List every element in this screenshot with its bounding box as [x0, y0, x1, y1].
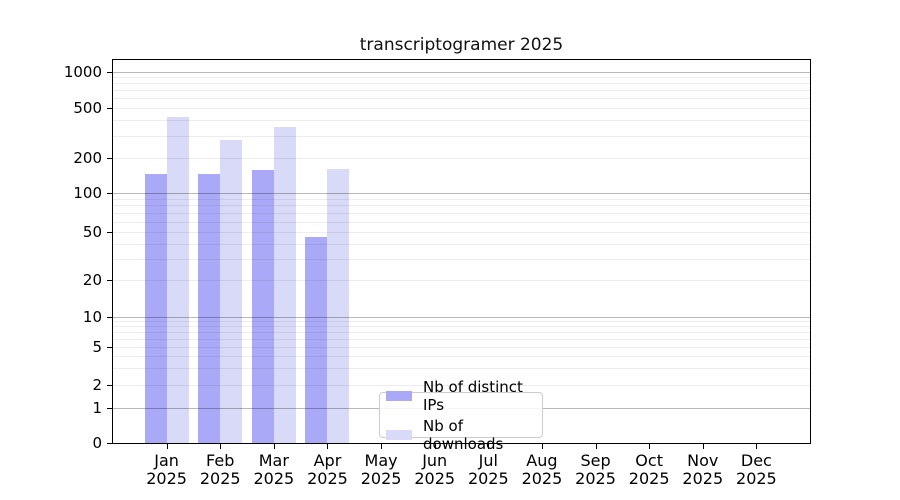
x-tick-month: May [364, 451, 398, 470]
x-axis-tick [702, 444, 704, 449]
legend-item-downloads: Nb of downloads [386, 417, 536, 453]
y-axis-tick [107, 346, 113, 348]
bars-layer [113, 60, 810, 443]
x-axis-tick [273, 444, 275, 449]
y-axis-tick-label: 50 [82, 222, 102, 241]
x-axis-tick-label: Aug 2025 [509, 452, 575, 488]
x-tick-month: Sep [580, 451, 611, 470]
y-axis-tick-label: 1000 [63, 62, 102, 81]
y-axis-tick [107, 71, 113, 73]
x-tick-year: 2025 [467, 469, 509, 488]
x-axis-tick-label: Mar 2025 [241, 452, 307, 488]
x-axis-tick-label: Apr 2025 [294, 452, 360, 488]
x-tick-year: 2025 [521, 469, 563, 488]
x-tick-month: Aug [526, 451, 558, 470]
y-axis-tick-label: 10 [82, 307, 102, 326]
x-axis-tick [220, 444, 222, 449]
x-tick-month: Mar [258, 451, 289, 470]
y-axis-tick [107, 279, 113, 281]
x-axis-tick [488, 444, 490, 449]
x-axis-tick-label: Feb 2025 [187, 452, 253, 488]
x-axis-tick-label: Dec 2025 [723, 452, 789, 488]
legend-item-distinct-ips: Nb of distinct IPs [386, 378, 536, 414]
x-tick-month: Jul [478, 451, 498, 470]
y-axis-tick [107, 107, 113, 109]
bar-nb-of-distinct-ips-jan [144, 174, 167, 443]
y-axis-tick [107, 231, 113, 233]
x-tick-month: Feb [206, 451, 235, 470]
y-axis-tick-label: 1 [92, 399, 102, 418]
y-axis-tick-label: 0 [92, 434, 102, 452]
x-axis-tick [327, 444, 329, 449]
bar-nb-of-downloads-mar [273, 127, 296, 443]
y-axis-tick-label: 20 [82, 270, 102, 289]
x-axis-tick-label: Jan 2025 [134, 452, 200, 488]
y-axis-tick [107, 192, 113, 194]
legend-label-distinct-ips: Nb of distinct IPs [423, 377, 523, 414]
x-axis-tick-label: May 2025 [348, 452, 414, 488]
x-axis-tick-label: Jun 2025 [402, 452, 468, 488]
x-axis-tick [434, 444, 436, 449]
x-axis-tick [541, 444, 543, 449]
x-tick-month: Jun [422, 451, 448, 470]
x-axis-tick [595, 444, 597, 449]
bar-nb-of-downloads-feb [220, 139, 243, 443]
x-axis-tick-label: Jul 2025 [455, 452, 521, 488]
bar-nb-of-downloads-jan [166, 117, 189, 443]
x-tick-month: Oct [635, 451, 663, 470]
y-axis-tick [107, 385, 113, 387]
x-tick-year: 2025 [628, 469, 670, 488]
y-axis-tick [107, 408, 113, 410]
x-tick-year: 2025 [199, 469, 241, 488]
chart-title: transcriptogramer 2025 [359, 35, 564, 55]
x-axis-tick [166, 444, 168, 449]
y-axis-tick [107, 158, 113, 160]
plot-area-border [112, 59, 811, 444]
legend-swatch-distinct-ips-icon [386, 390, 412, 401]
x-tick-year: 2025 [307, 469, 348, 488]
y-axis-tick [107, 443, 113, 444]
x-tick-month: Dec [740, 451, 772, 470]
x-axis-tick [649, 444, 651, 449]
x-tick-month: Apr [313, 451, 342, 470]
y-axis-tick-label: 100 [73, 183, 102, 202]
legend-swatch-downloads-icon [386, 429, 412, 440]
y-axis-tick-label: 2 [92, 376, 102, 395]
x-tick-year: 2025 [682, 469, 724, 488]
x-tick-year: 2025 [253, 469, 295, 488]
x-tick-year: 2025 [360, 469, 402, 488]
x-axis-tick-label: Oct 2025 [616, 452, 682, 488]
x-tick-month: Jan [154, 451, 179, 470]
x-axis-tick [381, 444, 383, 449]
x-axis-tick [756, 444, 758, 449]
y-axis-tick-label: 200 [73, 149, 102, 168]
bar-nb-of-distinct-ips-feb [198, 173, 221, 443]
x-tick-month: Nov [687, 451, 719, 470]
x-tick-year: 2025 [146, 469, 187, 488]
bar-nb-of-downloads-apr [327, 168, 350, 443]
bar-nb-of-distinct-ips-apr [305, 237, 328, 443]
y-axis-tick-label: 5 [92, 337, 102, 356]
x-tick-year: 2025 [575, 469, 616, 488]
x-axis-tick-label: Nov 2025 [670, 452, 736, 488]
bar-nb-of-distinct-ips-mar [251, 169, 274, 443]
y-axis-tick-label: 500 [73, 98, 102, 117]
x-axis-tick-label: Sep 2025 [563, 452, 629, 488]
chart-legend: Nb of distinct IPs Nb of downloads [379, 378, 543, 453]
legend-label-downloads: Nb of downloads [423, 416, 504, 453]
x-tick-year: 2025 [736, 469, 777, 488]
y-axis-tick [107, 316, 113, 318]
x-tick-year: 2025 [414, 469, 456, 488]
